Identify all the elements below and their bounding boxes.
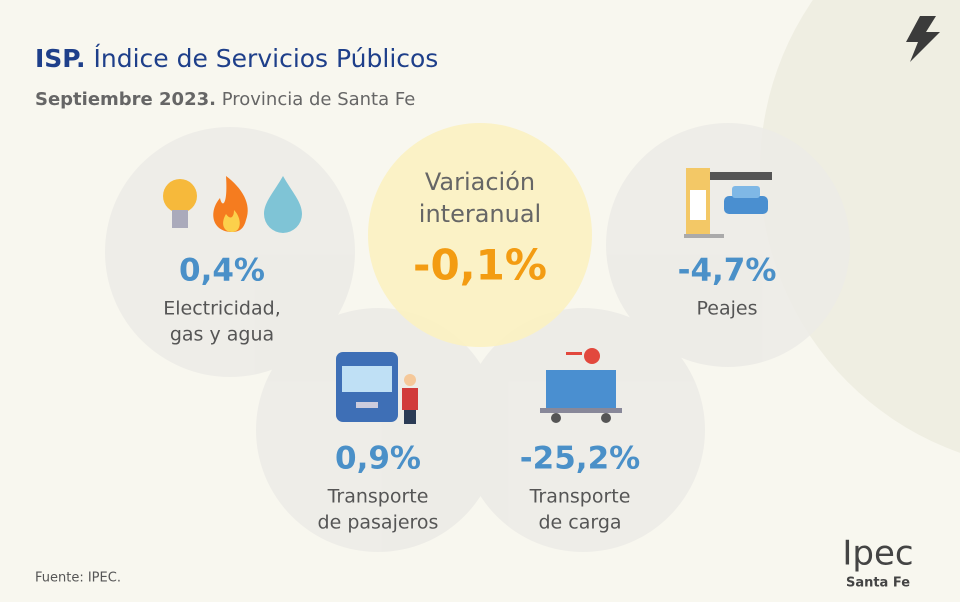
item-value: 0,9% bbox=[335, 441, 421, 477]
title-text: Índice de Servicios Públicos bbox=[94, 44, 439, 73]
person-body bbox=[402, 388, 418, 410]
bus-window bbox=[342, 366, 392, 392]
flame-inner bbox=[223, 210, 240, 232]
center-label: Variación bbox=[425, 168, 535, 196]
truck-icon bbox=[540, 348, 622, 423]
drop bbox=[264, 176, 302, 233]
subtitle-bold: Septiembre 2023. bbox=[35, 89, 216, 110]
base bbox=[684, 234, 724, 238]
item-value: -4,7% bbox=[678, 253, 777, 289]
title-bold: ISP. bbox=[35, 44, 86, 73]
logo-sub: Santa Fe bbox=[846, 576, 910, 591]
car bbox=[724, 196, 768, 214]
flame bbox=[213, 176, 248, 232]
item-label: Transporte bbox=[327, 486, 429, 508]
container bbox=[546, 370, 616, 408]
circle bbox=[256, 308, 500, 552]
toll-icon bbox=[684, 168, 772, 238]
bg-circle bbox=[760, 0, 960, 453]
item-value: 0,4% bbox=[179, 253, 265, 289]
item-value: -25,2% bbox=[520, 441, 640, 477]
barrier bbox=[710, 172, 772, 180]
title: ISP. Índice de Servicios Públicos bbox=[35, 44, 438, 73]
circle bbox=[461, 308, 705, 552]
arrow-badge bbox=[584, 348, 600, 364]
speed-line bbox=[566, 352, 582, 355]
subtitle: Septiembre 2023. Provincia de Santa Fe bbox=[35, 89, 415, 110]
logo: Ipec bbox=[842, 534, 913, 574]
bus-icon bbox=[336, 352, 418, 424]
source: Fuente: IPEC. bbox=[35, 571, 121, 586]
subtitle-text: Provincia de Santa Fe bbox=[222, 89, 416, 110]
item-label: Transporte bbox=[529, 486, 631, 508]
bus-grill bbox=[356, 402, 378, 408]
center-circle bbox=[368, 123, 592, 347]
item-label: de carga bbox=[538, 512, 621, 534]
wheel bbox=[551, 413, 561, 423]
circle bbox=[606, 123, 850, 367]
utility-icons bbox=[163, 176, 302, 233]
center-label: interanual bbox=[419, 200, 541, 228]
item-label: gas y agua bbox=[170, 324, 274, 346]
item-label: Peajes bbox=[697, 298, 758, 320]
person-head bbox=[404, 374, 416, 386]
item-label: Electricidad, bbox=[163, 298, 281, 320]
center-value: -0,1% bbox=[413, 241, 547, 290]
wheel bbox=[601, 413, 611, 423]
person-legs bbox=[404, 410, 416, 424]
bolt-icon bbox=[906, 16, 940, 62]
bulb-base bbox=[172, 210, 188, 228]
bulb bbox=[163, 179, 197, 213]
booth-window bbox=[690, 190, 706, 220]
trailer bbox=[540, 408, 622, 413]
car-top bbox=[732, 186, 760, 198]
item-label: de pasajeros bbox=[318, 512, 439, 534]
